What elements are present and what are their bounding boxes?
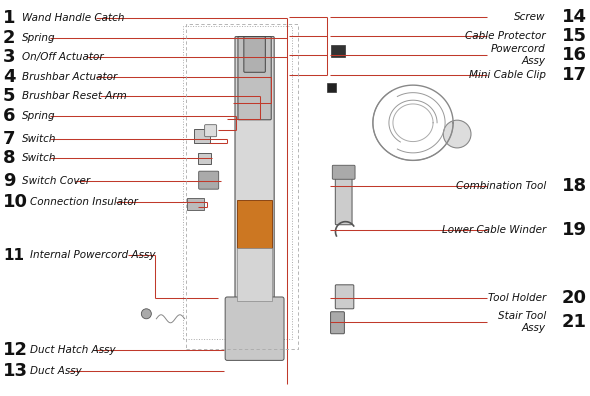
Text: Spring: Spring [22, 111, 56, 121]
Text: 18: 18 [562, 177, 587, 195]
FancyBboxPatch shape [238, 36, 271, 120]
Text: Wand Handle Catch: Wand Handle Catch [22, 13, 125, 23]
Text: 20: 20 [562, 289, 587, 307]
FancyBboxPatch shape [199, 171, 219, 189]
Text: 11: 11 [3, 248, 24, 263]
Text: 12: 12 [3, 341, 28, 360]
Text: Mini Cable Clip: Mini Cable Clip [468, 70, 546, 80]
FancyBboxPatch shape [332, 165, 355, 179]
Text: Assy: Assy [522, 323, 546, 333]
Text: 10: 10 [3, 193, 28, 211]
Circle shape [443, 120, 471, 148]
Text: 8: 8 [3, 149, 15, 168]
Text: 14: 14 [562, 8, 587, 26]
Bar [183, 26, 292, 339]
FancyBboxPatch shape [225, 297, 284, 360]
Text: Duct Assy: Duct Assy [30, 366, 81, 377]
Text: Spring: Spring [22, 32, 56, 43]
Text: Connection Insulator: Connection Insulator [30, 197, 137, 207]
FancyBboxPatch shape [198, 153, 211, 164]
FancyBboxPatch shape [327, 83, 336, 91]
Text: Internal Powercord Assy: Internal Powercord Assy [30, 250, 155, 261]
Text: 5: 5 [3, 87, 15, 105]
Text: 17: 17 [562, 66, 587, 84]
Text: Combination Tool: Combination Tool [455, 181, 546, 191]
Text: Lower Cable Winder: Lower Cable Winder [441, 225, 546, 236]
Text: 4: 4 [3, 68, 15, 86]
FancyBboxPatch shape [244, 36, 266, 72]
Text: Stair Tool: Stair Tool [497, 310, 546, 320]
Text: Screw: Screw [514, 11, 546, 22]
Text: 21: 21 [562, 312, 587, 331]
FancyBboxPatch shape [235, 36, 274, 360]
FancyBboxPatch shape [237, 200, 272, 248]
Text: 1: 1 [3, 9, 15, 27]
FancyBboxPatch shape [331, 46, 345, 57]
Text: 15: 15 [562, 27, 587, 45]
Text: Switch: Switch [22, 153, 57, 164]
Text: 19: 19 [562, 221, 587, 240]
Text: Cable Protector: Cable Protector [465, 30, 546, 41]
FancyBboxPatch shape [194, 129, 209, 143]
FancyBboxPatch shape [335, 285, 354, 309]
Text: 6: 6 [3, 107, 15, 125]
FancyBboxPatch shape [237, 248, 272, 301]
FancyBboxPatch shape [335, 171, 352, 225]
Text: 3: 3 [3, 48, 15, 66]
Text: 7: 7 [3, 129, 15, 148]
Circle shape [142, 309, 152, 319]
Text: 16: 16 [562, 46, 587, 64]
Text: 2: 2 [3, 29, 15, 47]
Text: Switch Cover: Switch Cover [22, 176, 90, 186]
Text: Tool Holder: Tool Holder [487, 293, 546, 303]
Text: Assy: Assy [522, 56, 546, 66]
Text: Switch: Switch [22, 133, 57, 144]
Text: On/Off Actuator: On/Off Actuator [22, 52, 104, 62]
Text: Brushbar Reset Arm: Brushbar Reset Arm [22, 91, 127, 101]
Text: Duct Hatch Assy: Duct Hatch Assy [30, 345, 115, 356]
FancyBboxPatch shape [330, 312, 345, 334]
Text: Powercord: Powercord [491, 44, 546, 53]
FancyBboxPatch shape [186, 198, 204, 210]
Text: 9: 9 [3, 172, 15, 190]
Text: Brushbar Actuator: Brushbar Actuator [22, 72, 117, 82]
Text: 13: 13 [3, 362, 28, 381]
FancyBboxPatch shape [205, 125, 217, 137]
